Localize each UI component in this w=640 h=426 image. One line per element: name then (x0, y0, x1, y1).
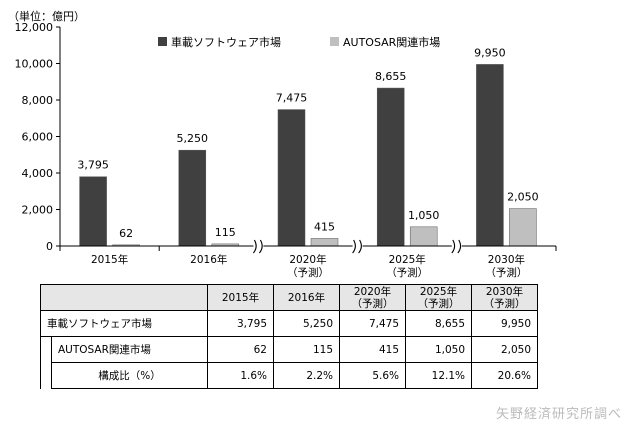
x-tick-label: 2030年 (488, 253, 525, 266)
axis-break-mark (252, 239, 257, 254)
bar-software (79, 176, 107, 247)
axis-break-mark (457, 239, 462, 254)
table-cell: 5.6% (339, 362, 406, 389)
table-cell: 2.2% (273, 362, 340, 389)
bars: 3,795 62 5,250 115 7,475 415 8,655 1,050 9,950 2,… (77, 46, 539, 247)
table-cell: 20.6% (471, 362, 538, 389)
table-cell: 62 (207, 336, 274, 363)
data-label-software: 8,655 (375, 70, 407, 83)
data-label-autosar: 2,050 (507, 191, 539, 204)
axis-break (352, 239, 363, 254)
table-cell: 1.6% (207, 362, 274, 389)
axis-break (451, 239, 462, 254)
legend-swatch-autosar (330, 37, 339, 46)
data-label-autosar: 1,050 (408, 209, 440, 222)
y-tick-label: 12,000 (15, 21, 54, 34)
legend: 車載ソフトウェア市場 AUTOSAR関連市場 (158, 35, 440, 49)
y-tick-label: 8,000 (22, 94, 54, 107)
axis-break-gap (253, 240, 264, 253)
table-header-blank (40, 284, 208, 311)
axis-break-mark (258, 239, 263, 254)
x-axis: 2015年 2016年 2020年（予測）2025年（予測）2030年（予測） (59, 239, 557, 279)
data-label-autosar: 415 (314, 220, 335, 233)
axis-break (252, 239, 264, 254)
x-tick-label: 2016年 (190, 253, 227, 266)
y-tick-label: 6,000 (22, 131, 54, 144)
bar-autosar (509, 208, 537, 247)
bar-software (476, 64, 504, 247)
unit-label: （単位：億円） (8, 9, 85, 23)
table-cell: 3,795 (207, 310, 274, 337)
table-cell: 8,655 (405, 310, 472, 337)
x-tick-label: 2025年 (389, 253, 426, 266)
table-cell: 115 (273, 336, 340, 363)
legend-label-autosar: AUTOSAR関連市場 (343, 35, 440, 49)
data-label-software: 9,950 (474, 46, 506, 59)
legend-swatch-software (158, 37, 167, 46)
table-cell: 12.1% (405, 362, 472, 389)
bar-chart: （単位：億円） 車載ソフトウェア市場 AUTOSAR関連市場 0 2,000 4,0… (8, 9, 557, 279)
table-row: 構成比（%） 1.6% 2.2% 5.6% 12.1% 20.6% (41, 362, 538, 389)
bar-autosar (310, 238, 339, 247)
table-header-row: 2015年 2016年 2020年 （予測） 2025年 （予測） 2030年 （予測… (40, 284, 538, 311)
table-cell: 5,250 (273, 310, 340, 337)
legend-label-software: 車載ソフトウェア市場 (171, 35, 281, 49)
table-header-cell: 2020年 （予測） (339, 284, 406, 311)
x-tick-label: 2020年 (289, 253, 326, 266)
data-label-software: 3,795 (77, 159, 109, 172)
y-tick-label: 0 (46, 240, 53, 253)
table-row-label: AUTOSAR関連市場 (51, 336, 208, 363)
table-header-cell: 2025年 （予測） (405, 284, 472, 311)
y-tick-label: 10,000 (15, 58, 54, 71)
y-axis: 0 2,000 4,000 6,000 8,000 10,000 12,000 (15, 21, 61, 253)
table-indent (40, 336, 52, 389)
data-label-autosar: 115 (215, 226, 236, 239)
x-tick-label: （予測） (485, 266, 527, 279)
table-header-cell: 2015年 (207, 284, 274, 311)
axis-break-gap (451, 240, 462, 253)
data-table: 2015年 2016年 2020年 （予測） 2025年 （予測） 2030年 （予測… (40, 284, 538, 389)
data-label-software: 5,250 (177, 132, 209, 145)
table-row-label: 構成比（%） (51, 362, 208, 389)
table-cell: 7,475 (339, 310, 406, 337)
table-cell: 2,050 (471, 336, 538, 363)
axis-break-mark (451, 239, 456, 254)
table-header-cell: 2016年 (273, 284, 340, 311)
axis-break-gap (352, 240, 363, 253)
x-tick-label: （予測） (287, 266, 329, 279)
bar-software (178, 149, 207, 247)
table-cell: 415 (339, 336, 406, 363)
source-credit: 矢野経済研究所調べ (495, 407, 622, 422)
x-tick-label: （予測） (386, 266, 428, 279)
data-label-software: 7,475 (276, 92, 308, 105)
data-label-autosar: 62 (119, 227, 133, 240)
table-row: AUTOSAR関連市場 62 115 415 1,050 2,050 (40, 336, 538, 389)
table-cell: 1,050 (405, 336, 472, 363)
table-row-label: 車載ソフトウェア市場 (40, 310, 208, 337)
bar-autosar (409, 226, 438, 247)
axis-break-mark (352, 239, 356, 254)
y-tick-label: 2,000 (22, 204, 54, 217)
bar-software (376, 87, 405, 247)
table-cell: 9,950 (471, 310, 538, 337)
table-header-cell: 2030年 （予測） (471, 284, 538, 311)
x-tick-label: 2015年 (91, 253, 128, 266)
axis-break-mark (358, 239, 362, 254)
table-row: 車載ソフトウェア市場 3,795 5,250 7,475 8,655 9,950 (40, 310, 538, 337)
y-tick-label: 4,000 (22, 167, 54, 180)
bar-software (277, 109, 306, 247)
